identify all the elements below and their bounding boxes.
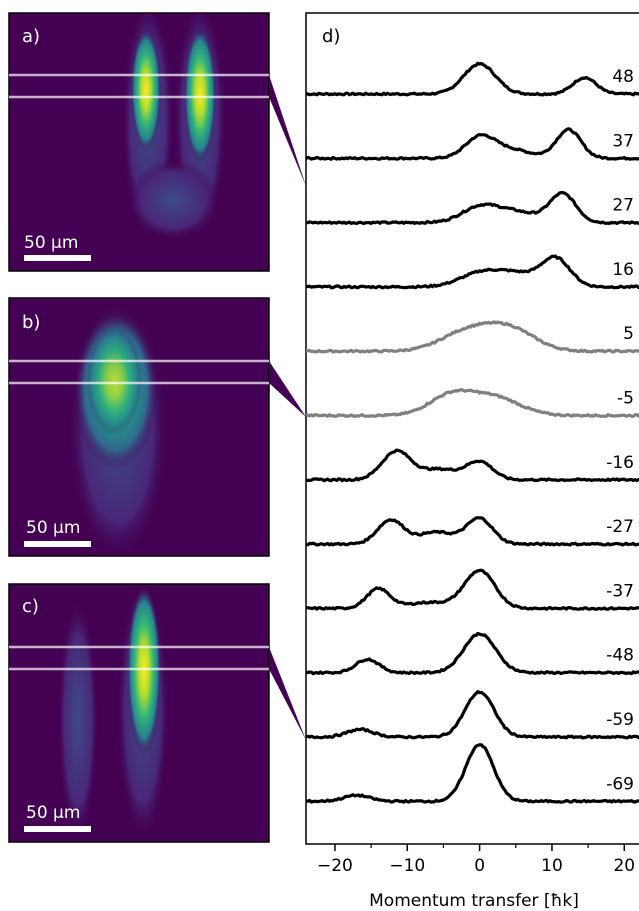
trace--27 [305,516,639,547]
cloud-right [184,27,216,163]
plot-frame [305,12,639,845]
scalebar-c [24,826,91,832]
trace-label: -48 [606,646,634,666]
trace--69 [305,743,639,804]
trace--16 [306,448,639,483]
x-axis-label: Momentum transfer [ħk] [369,891,579,911]
trace-label: 16 [612,260,634,280]
scalebar-label-a: 50 µm [24,233,78,253]
image-panel-b: b) 50 µm [8,297,306,557]
panel-letter-a: a) [22,26,40,47]
trace-label: 27 [612,196,634,216]
trace-label: -5 [617,389,634,409]
scalebar-label-c: 50 µm [26,803,80,823]
trace-label: -16 [606,453,634,473]
profile-panel-d: d) 48 37 27 16 5 -5 -16 -27 -37 -48 -59 -69 −20 −10 0… [305,12,639,911]
image-panel-c: c) 50 µm [8,583,306,843]
panel-letter-c: c) [22,596,39,617]
panel-letter-b: b) [22,312,40,333]
trace--5 [305,388,639,418]
x-tick-label: −10 [389,856,425,876]
trace-label: -37 [606,581,634,601]
trace--59 [306,690,639,740]
trace-group: 48 37 27 16 5 -5 -16 -27 -37 -48 -59 -69 [305,61,639,804]
connector-b [269,361,306,417]
connector-c [269,647,306,740]
scalebar-label-b: 50 µm [26,518,80,538]
trace--48 [305,631,639,676]
trace--37 [306,568,639,611]
trace-5 [305,320,639,354]
trace-27 [305,190,639,226]
trace-label: 37 [612,131,634,151]
trace-label: -59 [606,710,634,730]
x-tick-label: 0 [474,856,485,876]
trace-label: 48 [612,67,634,87]
trace-37 [305,127,639,161]
image-panel-a: a) 50 µm [8,12,306,272]
x-tick-label: 10 [541,856,563,876]
trace-16 [305,254,639,290]
scalebar-a [24,255,91,261]
cloud-left [131,28,161,152]
trace-label: -69 [606,774,634,794]
trace-label: -27 [606,517,634,537]
connector-a [269,75,306,186]
x-tick-label: 20 [613,856,635,876]
trace-label: 5 [623,324,634,344]
trace-48 [305,61,639,97]
scalebar-b [24,541,91,547]
panel-letter-d: d) [322,26,340,47]
x-tick-label: −20 [317,856,353,876]
x-axis: −20 −10 0 10 20 [317,844,635,876]
